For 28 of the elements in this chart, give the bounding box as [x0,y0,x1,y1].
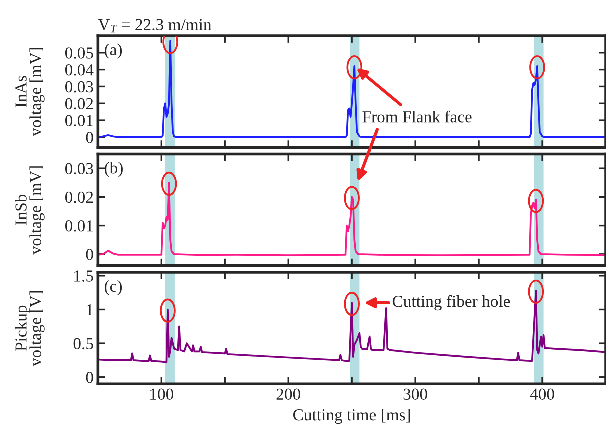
x-tick-label: 300 [404,388,428,400]
y-tick-label: 0.02 [65,192,94,204]
y-axis-title: InAs voltage [mV] [16,48,45,136]
y-tick-label: 0.03 [65,163,94,175]
x-tick-label: 100 [150,388,174,400]
y-tick-label: 1.5 [74,270,94,282]
annotation: (c) [105,280,122,296]
y-tick-label: 0 [86,132,94,144]
y-tick-label: 0.01 [65,115,94,127]
y-axis-title: Pickup voltage [V] [15,291,45,367]
y-tick-label: 0.05 [65,48,94,59]
y-tick-label: 0.03 [65,81,94,93]
annotation: Cutting fiber hole [392,295,510,311]
y-tick-label: 0.02 [65,98,94,110]
annotation: (b) [105,162,123,178]
y-tick-label: 0.5 [74,338,94,350]
x-axis-title: Cutting time [ms] [294,408,410,424]
y-axis-title: InSb voltage [mV] [15,166,45,255]
y-tick-label: 1 [87,304,94,316]
y-tick-label: 0 [86,249,94,260]
y-tick-label: 0.01 [65,220,94,232]
annotation: (a) [105,44,122,59]
x-tick-label: 200 [276,388,300,400]
annotation: From Flank face [362,110,472,123]
y-tick-label: 0.04 [65,64,94,76]
chart-title: V$_{T}$ = 22.3 m/min [98,19,212,33]
y-tick-label: 0 [86,372,94,384]
x-tick-label: 400 [530,388,554,400]
